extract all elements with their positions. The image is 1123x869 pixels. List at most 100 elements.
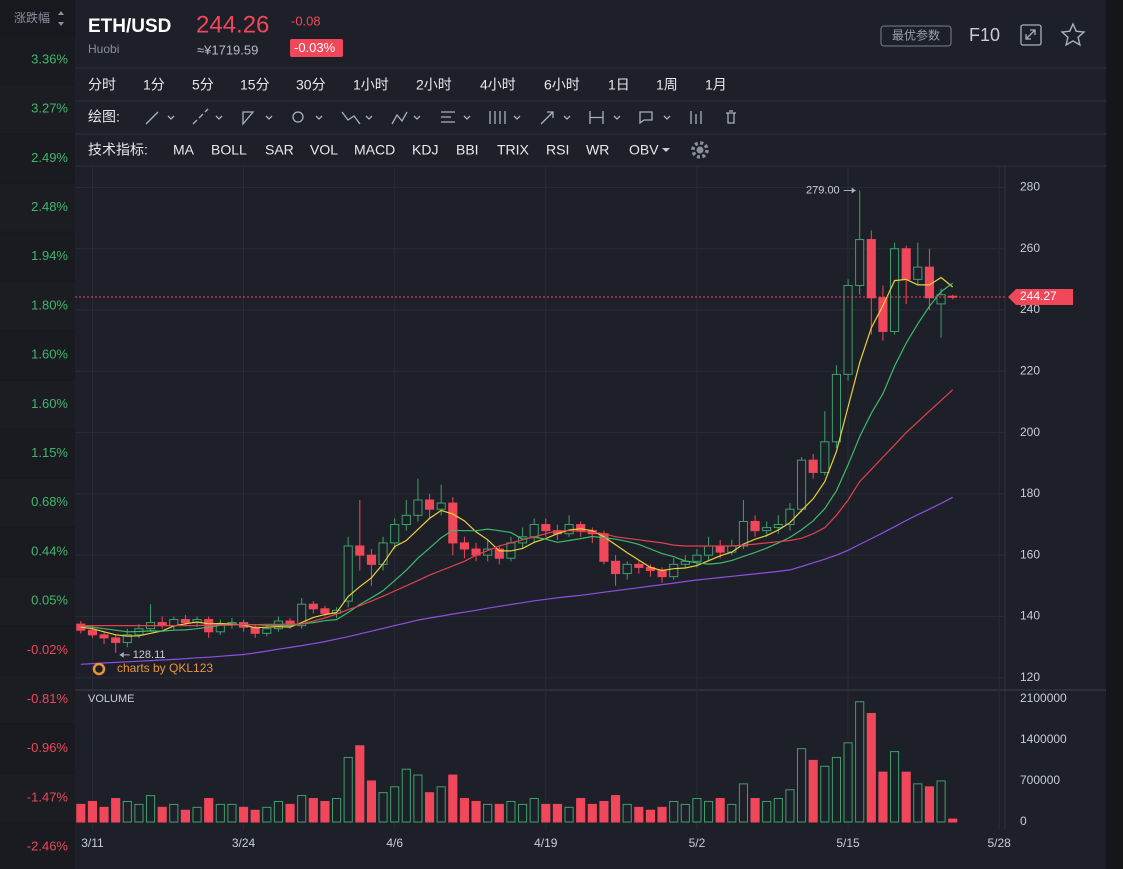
volume-bar (215, 803, 225, 823)
sidebar-header[interactable]: 涨跌幅 (14, 10, 50, 25)
period-tab[interactable]: 1小时 (353, 77, 389, 93)
change-value[interactable]: 2.48% (31, 199, 68, 214)
volume-bar (634, 806, 644, 823)
volume-bar (355, 745, 365, 823)
volume-bar (506, 800, 516, 823)
candle-body (808, 459, 818, 473)
change-badge (290, 39, 343, 57)
change-value[interactable]: 0.44% (31, 543, 68, 558)
settings-icon[interactable] (691, 141, 709, 159)
right-strip (1106, 0, 1123, 869)
indicator-tab[interactable]: TRIX (497, 142, 530, 158)
fullscreen-icon[interactable] (1020, 24, 1042, 46)
volume-bar (192, 806, 202, 823)
period-tab[interactable]: 5分 (192, 77, 214, 93)
candle-body (692, 554, 702, 562)
volume-bar (169, 803, 179, 823)
period-tab[interactable]: 4小时 (480, 77, 516, 93)
param-button[interactable] (880, 25, 952, 47)
period-tab[interactable]: 1分 (143, 77, 165, 93)
volume-tick-label: 700000 (1020, 773, 1060, 787)
indicator-tab[interactable]: BOLL (211, 142, 247, 158)
x-tick-label: 5/15 (836, 836, 860, 850)
volume-bar (250, 809, 260, 823)
change-value[interactable]: -0.81% (27, 691, 69, 706)
candle-body (866, 239, 876, 299)
volume-bar (331, 798, 342, 823)
candle-body (843, 285, 853, 375)
symbol: ETH/USD (88, 16, 171, 37)
change-value[interactable]: -1.47% (27, 789, 69, 804)
change-value[interactable]: -2.46% (27, 839, 69, 854)
period-tab[interactable]: 15分 (240, 77, 270, 93)
volume-label: VOLUME (88, 693, 134, 705)
change-value[interactable]: 1.80% (31, 297, 68, 312)
y-tick-label: 120 (1020, 670, 1040, 684)
change-value[interactable]: -0.02% (27, 642, 69, 657)
period-tab[interactable]: 30分 (296, 77, 326, 93)
draw-tools[interactable] (145, 108, 736, 126)
candle-body (610, 560, 621, 575)
change-value[interactable]: 1.94% (31, 248, 68, 263)
volume-bar (773, 798, 783, 823)
candle-body (366, 554, 377, 565)
change-value[interactable]: 1.60% (31, 396, 68, 411)
volume-bar (762, 800, 772, 823)
indicator-tab[interactable]: WR (586, 142, 609, 158)
candle-body (308, 603, 318, 610)
sidebar-row (0, 36, 75, 84)
candle-body (424, 499, 435, 510)
change-value[interactable]: -0.96% (27, 740, 69, 755)
volume-bar (738, 783, 749, 823)
obv-caret[interactable] (662, 148, 670, 152)
change-value[interactable]: 2.49% (31, 150, 68, 165)
ma-line (80, 389, 954, 627)
candle-body (87, 629, 98, 636)
change-value[interactable]: 3.36% (31, 51, 68, 66)
period-tab[interactable]: 分时 (88, 77, 116, 93)
change-value[interactable]: 3.27% (31, 101, 68, 116)
indicator-tab[interactable]: SAR (265, 142, 294, 158)
indicator-tab[interactable]: MA (173, 142, 195, 158)
change-value[interactable]: 1.60% (31, 347, 68, 362)
volume-bar (459, 798, 470, 823)
volume-bar (99, 806, 109, 823)
indicator-tab[interactable]: VOL (310, 142, 338, 158)
period-tab[interactable]: 6小时 (544, 77, 580, 93)
sidebar-row (0, 331, 75, 380)
volume-bar (262, 806, 272, 823)
param-button-label: 最优参数 (892, 28, 940, 43)
volume-bar (308, 798, 318, 823)
indicator-tab[interactable]: KDJ (412, 142, 438, 158)
candle-body (297, 603, 307, 627)
indicator-tab[interactable]: RSI (546, 142, 569, 158)
volume-bar (204, 798, 214, 823)
candle-body (669, 563, 679, 578)
volume-bar (948, 818, 958, 823)
indicator-tab[interactable]: OBV (629, 142, 659, 158)
watermark: charts by QKL123 (117, 661, 213, 675)
f10-button[interactable]: F10 (969, 25, 1000, 45)
period-tab[interactable]: 1月 (705, 77, 727, 93)
indicator-tab[interactable]: BBI (456, 142, 479, 158)
arrow-head (851, 187, 856, 194)
period-tab[interactable]: 1周 (656, 77, 678, 93)
arrow-head (119, 651, 124, 658)
change-value[interactable]: 0.05% (31, 593, 68, 608)
change: -0.08 (291, 13, 321, 28)
period-tab[interactable]: 1日 (608, 77, 630, 93)
change-value[interactable]: 1.15% (31, 445, 68, 460)
candle-body (936, 294, 946, 305)
y-tick-label: 220 (1020, 363, 1040, 377)
volume-bar (703, 800, 714, 823)
sidebar-row (0, 774, 75, 822)
candle-body (494, 548, 504, 559)
candle-body (762, 527, 772, 532)
volume-bar (692, 798, 702, 823)
x-tick-label: 5/2 (689, 836, 706, 850)
favorite-icon[interactable] (1060, 22, 1086, 47)
change-value[interactable]: 0.68% (31, 494, 68, 509)
indicator-tab[interactable]: MACD (354, 142, 395, 158)
volume-bar (913, 783, 923, 823)
period-tab[interactable]: 2小时 (416, 77, 452, 93)
